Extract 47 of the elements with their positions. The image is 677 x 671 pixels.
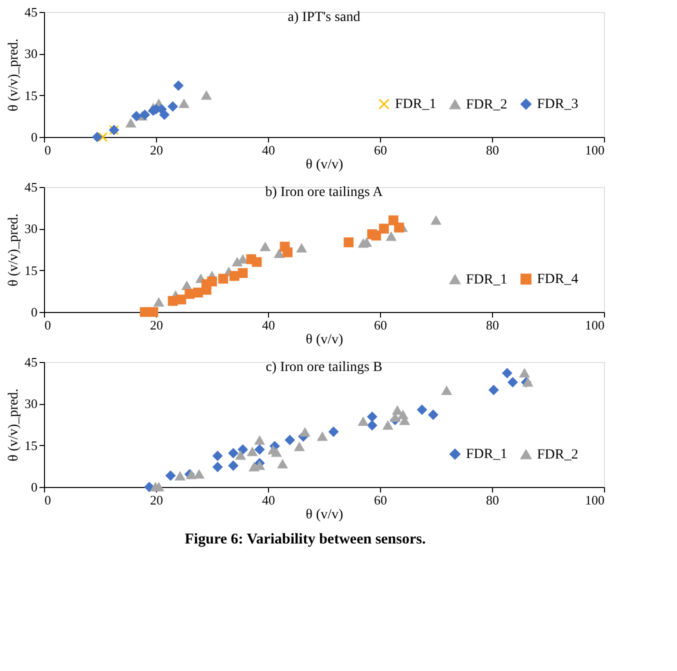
legend-label: FDR_1 xyxy=(466,272,508,288)
x-tick-label: 20 xyxy=(150,318,163,332)
x-axis-title: θ (v/v) xyxy=(306,158,344,172)
y-tick-label: 15 xyxy=(24,262,38,278)
y-tick-label: 30 xyxy=(24,396,38,412)
legend-label: FDR_4 xyxy=(537,272,578,288)
caption: Figure 6: Variability between sensors. xyxy=(184,532,426,548)
x-axis-title: θ (v/v) xyxy=(306,332,344,348)
y-axis-title: θ (v/v)_pred. xyxy=(6,38,22,112)
x-tick-label: 60 xyxy=(374,318,387,332)
chart-title: c) Iron ore tailings B xyxy=(266,360,382,375)
y-tick-label: 45 xyxy=(24,354,38,370)
y-tick-label: 30 xyxy=(24,46,38,62)
legend-label: FDR_1 xyxy=(395,97,436,112)
x-tick-label: 60 xyxy=(374,142,387,158)
x-tick-label: 60 xyxy=(374,492,387,508)
legend-label: FDR_2 xyxy=(466,97,508,112)
x-tick-label: 100 xyxy=(585,318,604,332)
y-axis-title: θ (v/v)_pred. xyxy=(6,214,22,286)
x-tick-label: 0 xyxy=(44,142,51,158)
chart-title: a) IPT's sand xyxy=(288,10,360,25)
y-tick-label: 0 xyxy=(31,130,38,144)
legend-label: FDR_3 xyxy=(537,97,578,112)
x-tick-label: 0 xyxy=(44,492,51,508)
y-tick-label: 45 xyxy=(24,4,38,20)
x-tick-label: 100 xyxy=(585,142,604,158)
legend-label: FDR_2 xyxy=(537,447,578,462)
y-tick-label: 0 xyxy=(31,304,38,320)
x-tick-label: 20 xyxy=(150,142,163,158)
y-tick-label: 45 xyxy=(24,180,38,194)
x-tick-label: 0 xyxy=(44,318,51,332)
x-tick-label: 80 xyxy=(486,492,499,508)
x-tick-label: 40 xyxy=(262,492,275,508)
x-axis-title: θ (v/v) xyxy=(306,508,344,522)
x-tick-label: 100 xyxy=(585,492,604,508)
x-tick-label: 40 xyxy=(262,318,275,332)
y-axis-title: θ (v/v)_pred. xyxy=(6,388,22,462)
x-tick-label: 80 xyxy=(486,318,499,332)
y-tick-label: 15 xyxy=(24,88,38,103)
y-tick-label: 30 xyxy=(24,221,38,236)
chart-title: b) Iron ore tailings A xyxy=(265,185,384,200)
x-tick-label: 20 xyxy=(150,492,163,508)
y-tick-label: 0 xyxy=(31,480,38,494)
legend-label: FDR_1 xyxy=(466,447,508,462)
x-tick-label: 80 xyxy=(486,142,499,158)
x-tick-label: 40 xyxy=(262,142,275,158)
y-tick-label: 15 xyxy=(24,438,38,453)
